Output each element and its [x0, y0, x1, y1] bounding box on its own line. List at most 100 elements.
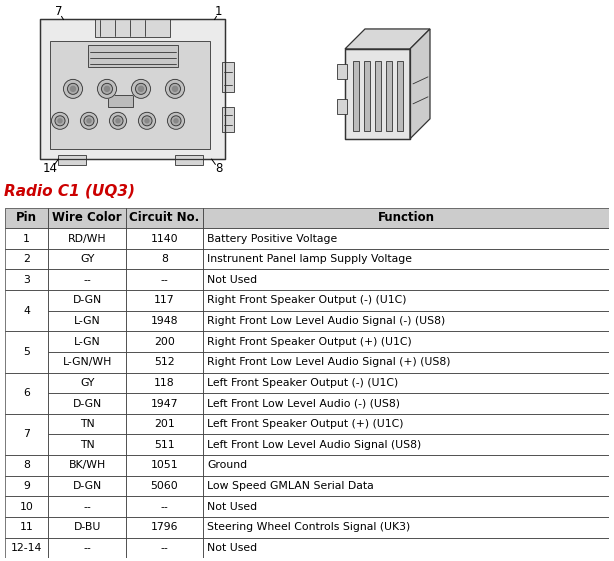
Circle shape: [171, 116, 181, 126]
Bar: [108, 95, 133, 107]
Text: Left Front Low Level Audio Signal (US8): Left Front Low Level Audio Signal (US8): [208, 440, 422, 450]
Circle shape: [136, 84, 147, 94]
Bar: [126, 269, 203, 290]
Text: --: --: [160, 502, 168, 512]
Bar: [95, 19, 170, 37]
Bar: [126, 228, 203, 249]
Bar: [203, 249, 609, 269]
Circle shape: [145, 119, 149, 123]
Bar: [126, 208, 203, 228]
Text: Right Front Speaker Output (-) (U1C): Right Front Speaker Output (-) (U1C): [208, 296, 407, 305]
Bar: [49, 496, 126, 517]
Text: 8: 8: [23, 461, 30, 470]
Text: 511: 511: [154, 440, 175, 450]
Bar: [5, 228, 49, 249]
Text: 11: 11: [20, 522, 34, 532]
Bar: [126, 476, 203, 496]
Bar: [203, 228, 609, 249]
Text: 200: 200: [154, 337, 175, 347]
Text: 12-14: 12-14: [11, 543, 42, 553]
Bar: [50, 41, 210, 149]
Text: 512: 512: [154, 357, 175, 367]
Bar: [126, 393, 203, 414]
Bar: [5, 208, 49, 228]
Text: 7: 7: [55, 5, 63, 18]
Text: Wire Color: Wire Color: [52, 211, 122, 224]
Circle shape: [71, 86, 76, 91]
Bar: [203, 517, 609, 537]
Bar: [126, 455, 203, 476]
Bar: [203, 208, 609, 228]
Circle shape: [131, 79, 150, 98]
Circle shape: [109, 112, 126, 129]
Bar: [49, 455, 126, 476]
Text: 1051: 1051: [150, 461, 178, 470]
Circle shape: [166, 79, 184, 98]
Text: Ground: Ground: [208, 461, 247, 470]
Bar: [203, 455, 609, 476]
Bar: [126, 537, 203, 558]
Bar: [353, 61, 359, 131]
Polygon shape: [345, 29, 430, 49]
Text: Not Used: Not Used: [208, 275, 257, 285]
Text: Instrunent Panel lamp Supply Voltage: Instrunent Panel lamp Supply Voltage: [208, 254, 413, 264]
Circle shape: [174, 119, 178, 123]
Bar: [5, 455, 49, 476]
Circle shape: [168, 112, 184, 129]
Bar: [5, 249, 49, 269]
Bar: [203, 332, 609, 352]
Text: 117: 117: [154, 296, 175, 305]
Bar: [49, 208, 126, 228]
Text: D-GN: D-GN: [72, 296, 102, 305]
Text: 10: 10: [20, 502, 34, 512]
Bar: [49, 311, 126, 332]
Circle shape: [87, 119, 91, 123]
Circle shape: [80, 112, 98, 129]
Bar: [88, 45, 178, 67]
Text: --: --: [84, 502, 91, 512]
Bar: [5, 373, 49, 414]
Text: 118: 118: [154, 378, 175, 388]
Bar: [203, 476, 609, 496]
Circle shape: [101, 84, 112, 94]
Text: 5060: 5060: [150, 481, 178, 491]
Circle shape: [63, 79, 82, 98]
Text: L-GN: L-GN: [74, 337, 101, 347]
Polygon shape: [410, 29, 430, 139]
Bar: [49, 352, 126, 373]
Text: GY: GY: [80, 254, 95, 264]
Text: D-GN: D-GN: [72, 481, 102, 491]
Text: TN: TN: [80, 440, 95, 450]
Circle shape: [52, 112, 69, 129]
Text: 14: 14: [43, 162, 58, 174]
Bar: [58, 155, 86, 165]
Text: Left Front Speaker Output (-) (U1C): Left Front Speaker Output (-) (U1C): [208, 378, 398, 388]
Bar: [126, 517, 203, 537]
Text: Right Front Speaker Output (+) (U1C): Right Front Speaker Output (+) (U1C): [208, 337, 412, 347]
Bar: [126, 290, 203, 311]
Circle shape: [55, 116, 65, 126]
Bar: [5, 290, 49, 332]
Text: 3: 3: [23, 275, 30, 285]
Bar: [126, 332, 203, 352]
Bar: [49, 537, 126, 558]
Bar: [5, 496, 49, 517]
Text: --: --: [160, 275, 168, 285]
Text: GY: GY: [80, 378, 95, 388]
Bar: [126, 249, 203, 269]
Text: Circuit No.: Circuit No.: [130, 211, 200, 224]
Circle shape: [84, 116, 94, 126]
Bar: [222, 62, 234, 92]
Text: 7: 7: [23, 429, 30, 439]
Text: Low Speed GMLAN Serial Data: Low Speed GMLAN Serial Data: [208, 481, 374, 491]
Text: D-BU: D-BU: [74, 522, 101, 532]
Bar: [126, 414, 203, 434]
Bar: [203, 311, 609, 332]
Bar: [49, 332, 126, 352]
Bar: [337, 99, 347, 114]
Text: 2: 2: [23, 254, 30, 264]
Bar: [5, 517, 49, 537]
Bar: [386, 61, 392, 131]
Bar: [203, 352, 609, 373]
Bar: [222, 107, 234, 132]
